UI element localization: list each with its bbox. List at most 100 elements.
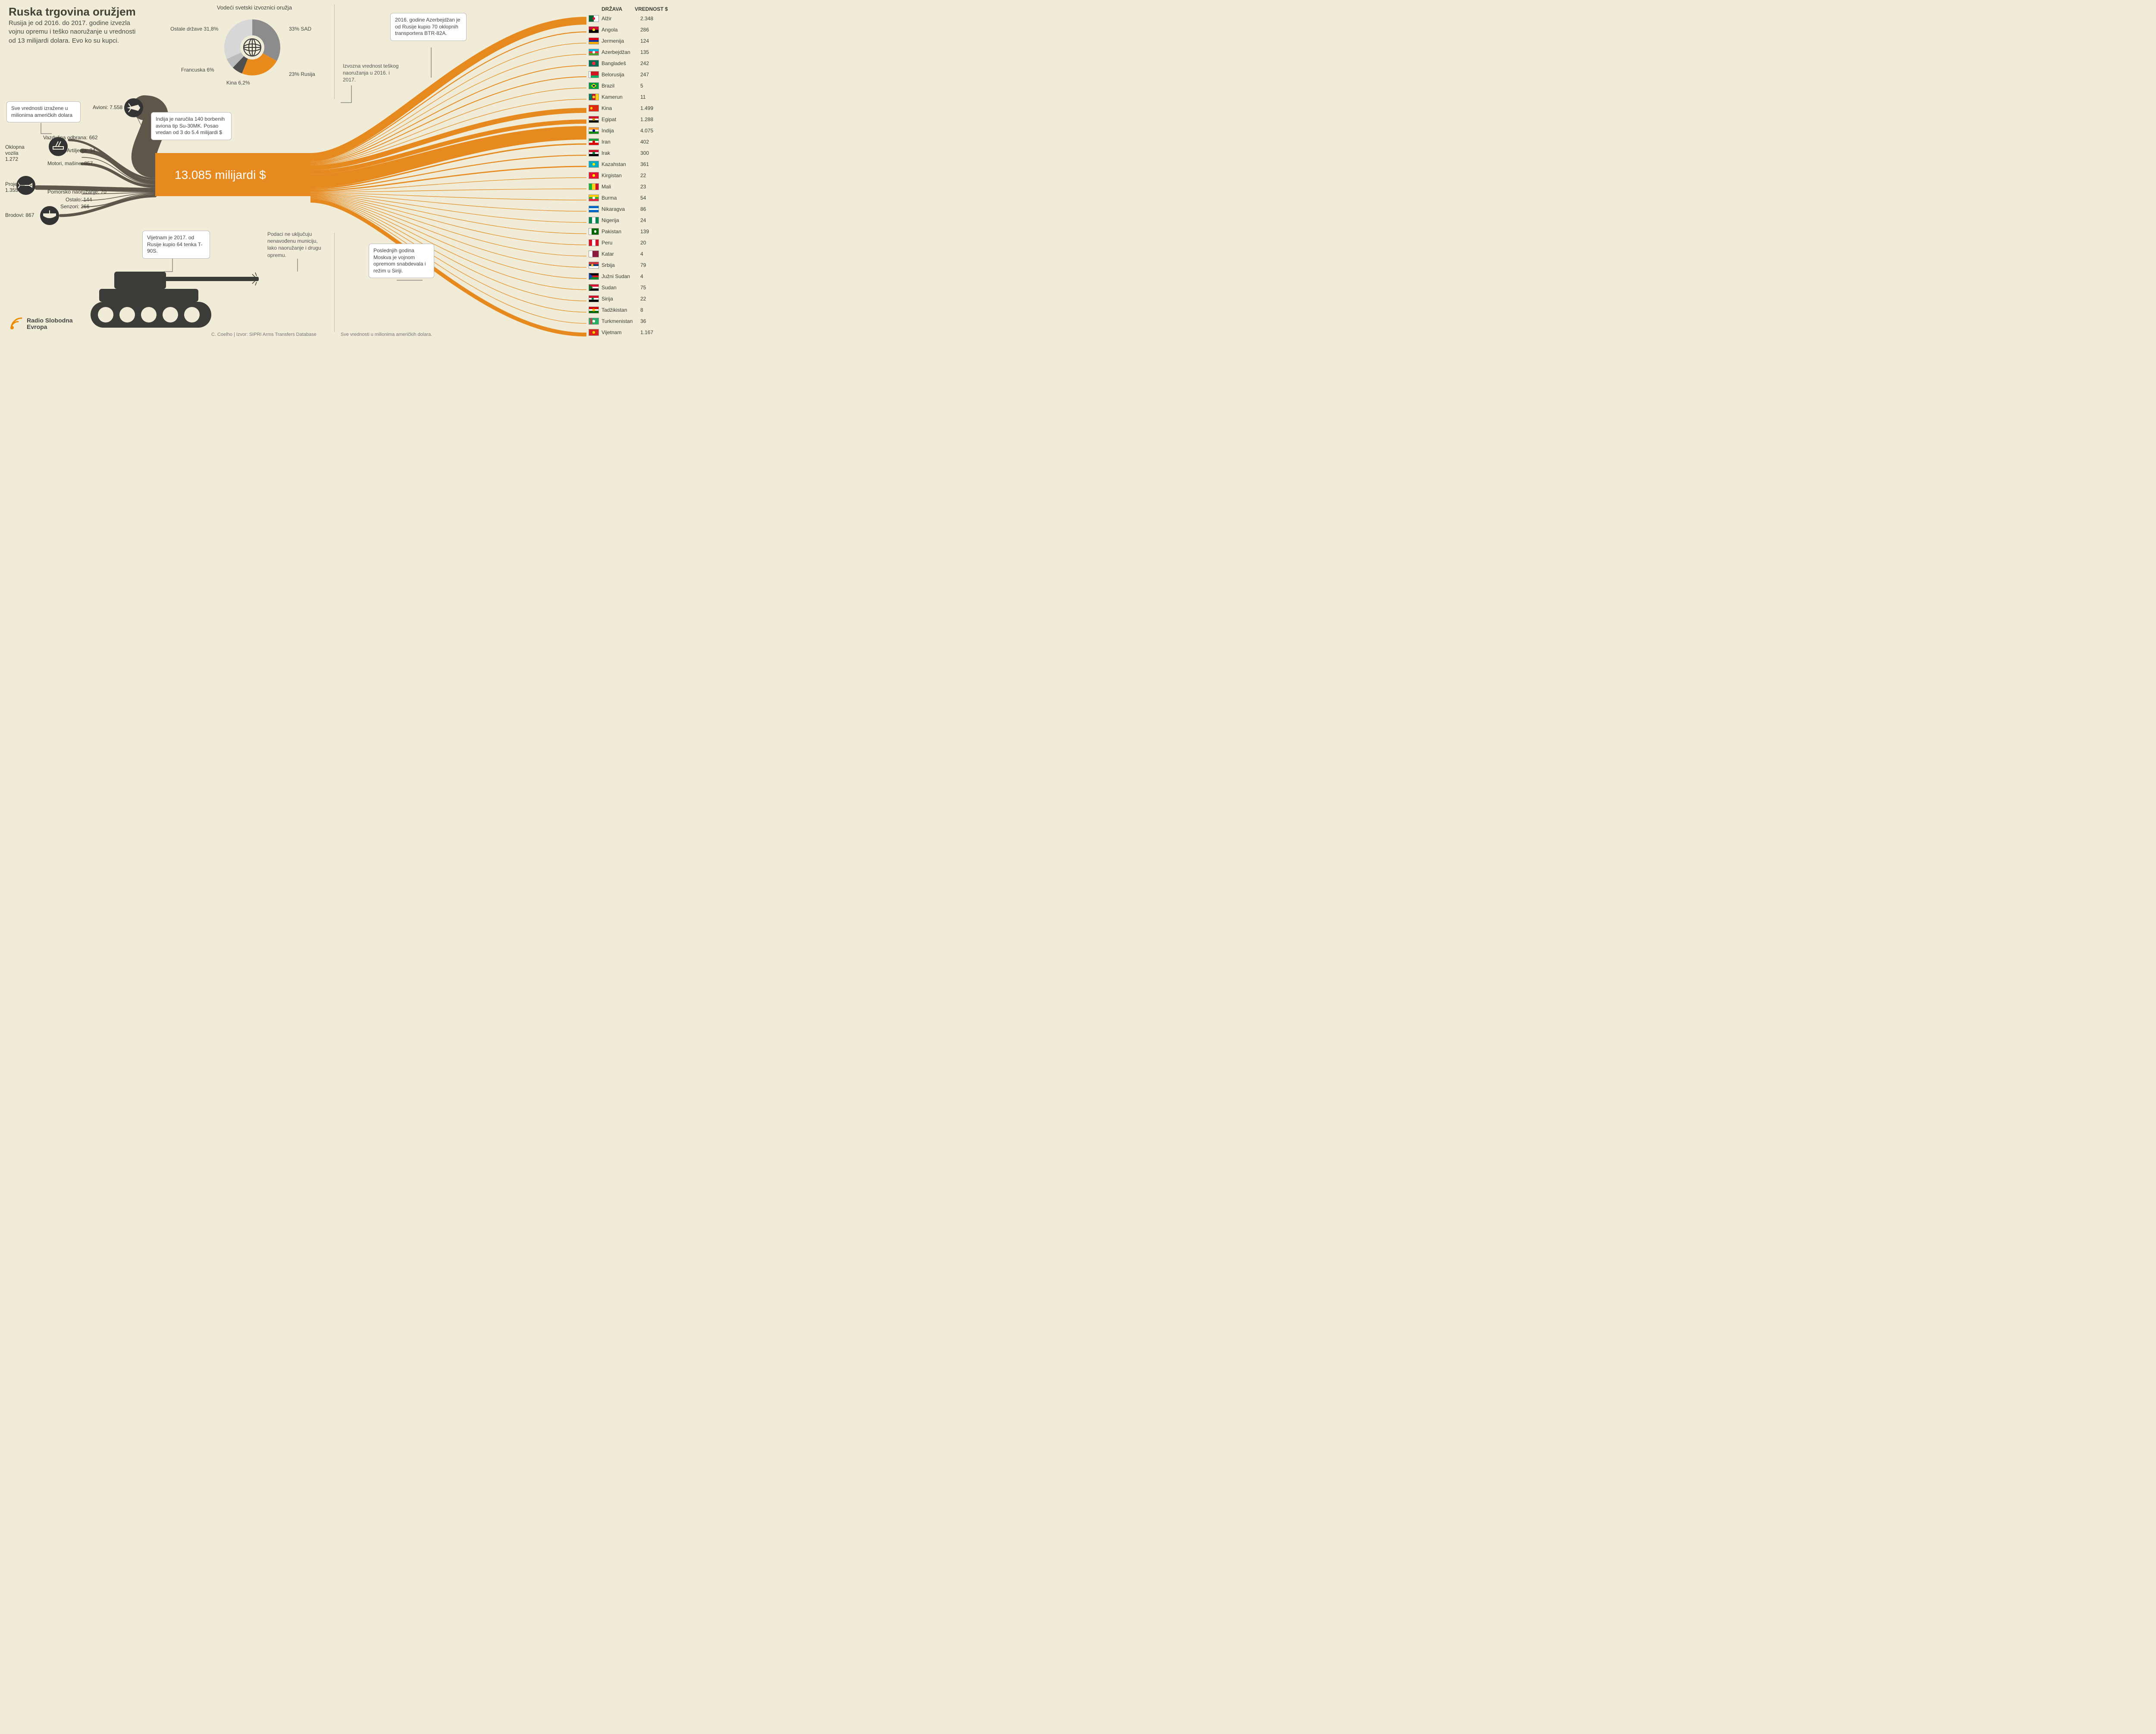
source-label: Ostalo: 144 (66, 197, 92, 203)
country-row: Kirgistan22 (589, 172, 666, 179)
country-row: Pakistan139 (589, 228, 666, 235)
flag-icon (589, 116, 599, 123)
country-value: 361 (640, 161, 666, 167)
country-name: Bangladeš (602, 60, 640, 66)
country-name: Nikaragva (602, 206, 640, 212)
note-export: Izvozna vrednost teškog naoružanja u 201… (343, 63, 403, 84)
country-name: Iran (602, 139, 640, 145)
country-value: 20 (640, 240, 666, 246)
central-total: 13.085 milijardi $ (175, 168, 266, 182)
callout-india: Indija je naručila 140 borbenih aviona t… (151, 112, 232, 140)
country-name: Egipat (602, 116, 640, 122)
source-credit: C. Coelho | Izvor: SIPRI Arms Transfers … (211, 332, 317, 337)
country-row: Kamerun11 (589, 94, 666, 100)
flag-icon (589, 284, 599, 291)
flag-icon (589, 183, 599, 190)
country-value: 2.348 (640, 16, 666, 22)
source-label: Brodovi: 867 (5, 212, 34, 218)
country-name: Vijetnam (602, 329, 640, 335)
flag-icon (589, 329, 599, 336)
country-name: Kirgistan (602, 172, 640, 178)
country-row: Burma54 (589, 194, 666, 201)
source-label: Vazdušna odbrana: 662 (43, 135, 98, 141)
country-value: 124 (640, 38, 666, 44)
country-value: 247 (640, 72, 666, 78)
country-value: 54 (640, 195, 666, 201)
source-label: Projektili 1.355 (5, 181, 25, 193)
country-name: Srbija (602, 262, 640, 268)
country-name: Indija (602, 128, 640, 134)
country-value: 4.075 (640, 128, 666, 134)
country-value: 24 (640, 217, 666, 223)
flag-icon (589, 71, 599, 78)
country-value: 135 (640, 49, 666, 55)
country-row: Mali23 (589, 183, 666, 190)
country-value: 86 (640, 206, 666, 212)
country-row: Alžir2.348 (589, 15, 666, 22)
country-name: Belorusija (602, 72, 640, 78)
flag-icon (589, 26, 599, 33)
country-name: Kina (602, 105, 640, 111)
flag-icon (589, 194, 599, 201)
country-value: 1.288 (640, 116, 666, 122)
note-export-line (341, 85, 351, 103)
country-row: Belorusija247 (589, 71, 666, 78)
country-value: 36 (640, 318, 666, 324)
country-name: Brazil (602, 83, 640, 89)
flag-icon (589, 82, 599, 89)
country-value: 23 (640, 184, 666, 190)
dest-flow (310, 200, 586, 335)
country-value: 8 (640, 307, 666, 313)
col-value: VREDNOST $ (635, 6, 668, 12)
flag-icon (589, 273, 599, 280)
country-row: Iran402 (589, 138, 666, 145)
country-row: Bangladeš242 (589, 60, 666, 67)
tank-icon (78, 241, 259, 336)
country-value: 75 (640, 285, 666, 291)
country-row: Jermenija124 (589, 38, 666, 44)
country-value: 4 (640, 251, 666, 257)
flag-icon (589, 262, 599, 269)
logo-text: Radio Slobodna Evropa (27, 317, 78, 331)
country-name: Tadžikistan (602, 307, 640, 313)
country-name: Katar (602, 251, 640, 257)
country-row: Nikaragva86 (589, 206, 666, 213)
units-line (41, 123, 52, 134)
country-row: Azerbejdžan135 (589, 49, 666, 56)
source-label: Artiljerija: 34 (67, 147, 95, 153)
country-value: 1.499 (640, 105, 666, 111)
col-country: DRŽAVA (602, 6, 622, 12)
country-value: 79 (640, 262, 666, 268)
flag-icon (589, 60, 599, 67)
country-row: Katar4 (589, 250, 666, 257)
flag-icon (589, 38, 599, 44)
country-name: Kazahstan (602, 161, 640, 167)
callout-syria: Poslednjih godina Moskva je vojnom oprem… (369, 244, 434, 278)
country-value: 11 (640, 94, 666, 100)
country-name: Alžir (602, 16, 640, 22)
flag-icon (589, 239, 599, 246)
footer-values-note: Sve vrednosti u milionima američkih dola… (341, 332, 432, 337)
source-label: Oklopna vozila 1.272 (5, 144, 25, 162)
country-name: Angola (602, 27, 640, 33)
country-value: 1.167 (640, 329, 666, 335)
callout-azerbaijan: 2016. godine Azerbejdžan je od Rusije ku… (390, 13, 467, 41)
country-row: Indija4.075 (589, 127, 666, 134)
flag-icon (589, 307, 599, 313)
country-value: 22 (640, 172, 666, 178)
flag-icon (589, 138, 599, 145)
country-value: 402 (640, 139, 666, 145)
country-name: Azerbejdžan (602, 49, 640, 55)
country-name: Pakistan (602, 228, 640, 235)
country-name: Južni Sudan (602, 273, 640, 279)
country-row: Tadžikistan8 (589, 307, 666, 313)
flag-icon (589, 250, 599, 257)
country-name: Nigerija (602, 217, 640, 223)
flag-icon (589, 49, 599, 56)
flag-icon (589, 172, 599, 179)
logo-icon (8, 315, 25, 332)
note-exclude: Podaci ne uključuju nenavođenu municiju,… (267, 231, 328, 259)
flag-icon (589, 105, 599, 112)
country-name: Sudan (602, 285, 640, 291)
flag-icon (589, 127, 599, 134)
